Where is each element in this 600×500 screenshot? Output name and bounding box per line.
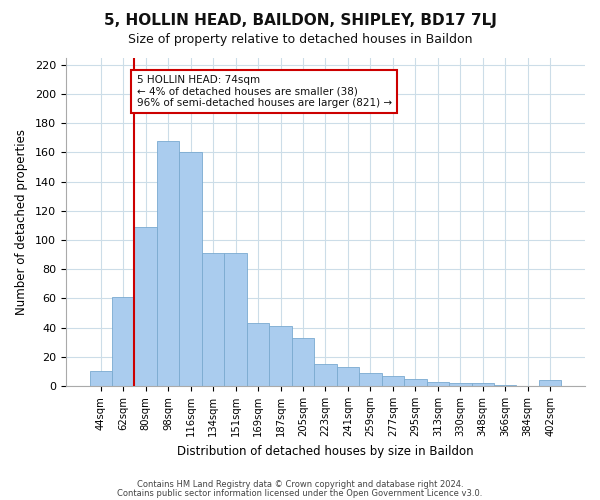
- Bar: [292, 338, 314, 386]
- Text: Size of property relative to detached houses in Baildon: Size of property relative to detached ho…: [128, 32, 472, 46]
- X-axis label: Distribution of detached houses by size in Baildon: Distribution of detached houses by size …: [177, 444, 474, 458]
- Bar: [179, 152, 202, 386]
- Text: 5 HOLLIN HEAD: 74sqm
← 4% of detached houses are smaller (38)
96% of semi-detach: 5 HOLLIN HEAD: 74sqm ← 4% of detached ho…: [137, 75, 392, 108]
- Bar: [157, 140, 179, 386]
- Bar: [134, 227, 157, 386]
- Bar: [112, 297, 134, 386]
- Bar: [224, 253, 247, 386]
- Bar: [202, 253, 224, 386]
- Bar: [269, 326, 292, 386]
- Text: Contains public sector information licensed under the Open Government Licence v3: Contains public sector information licen…: [118, 488, 482, 498]
- Bar: [359, 373, 382, 386]
- Bar: [314, 364, 337, 386]
- Text: 5, HOLLIN HEAD, BAILDON, SHIPLEY, BD17 7LJ: 5, HOLLIN HEAD, BAILDON, SHIPLEY, BD17 7…: [104, 12, 496, 28]
- Bar: [539, 380, 562, 386]
- Bar: [404, 379, 427, 386]
- Bar: [449, 383, 472, 386]
- Bar: [247, 324, 269, 386]
- Bar: [472, 383, 494, 386]
- Y-axis label: Number of detached properties: Number of detached properties: [15, 129, 28, 315]
- Bar: [427, 382, 449, 386]
- Bar: [337, 367, 359, 386]
- Bar: [382, 376, 404, 386]
- Bar: [494, 384, 517, 386]
- Text: Contains HM Land Registry data © Crown copyright and database right 2024.: Contains HM Land Registry data © Crown c…: [137, 480, 463, 489]
- Bar: [89, 372, 112, 386]
